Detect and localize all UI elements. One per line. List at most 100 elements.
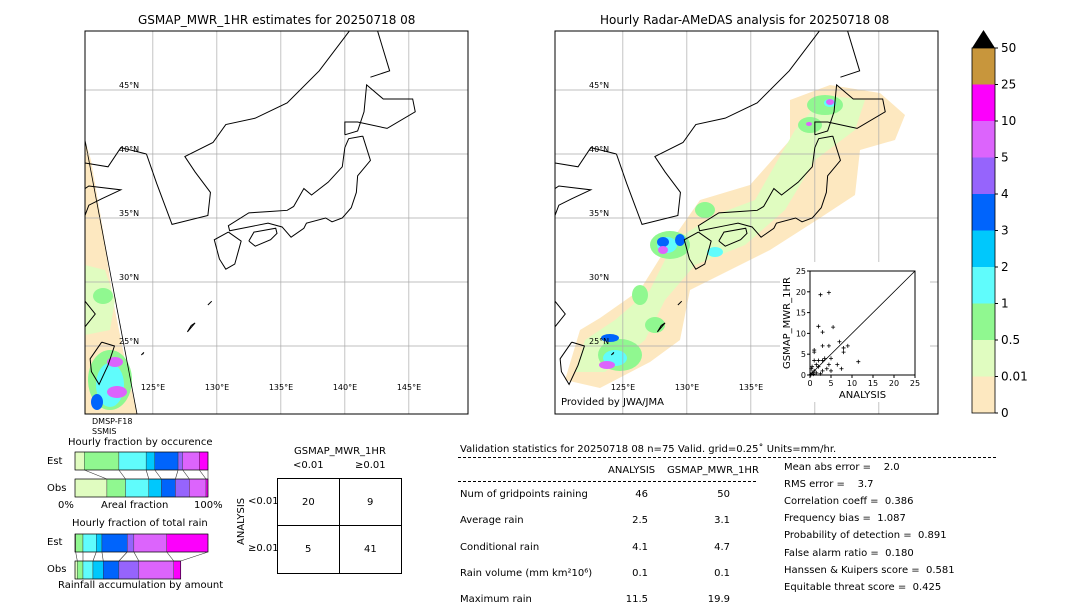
latitude-label: 35°N — [119, 209, 139, 218]
scatter-point — [826, 362, 831, 367]
longitude-label: 140°E — [333, 383, 357, 392]
scatter-xlabel: ANALYSIS — [839, 390, 886, 401]
right-map-frame — [554, 30, 939, 415]
scatter-point — [831, 325, 836, 330]
colorbar-segment — [972, 303, 995, 340]
total-rain-segment — [133, 533, 167, 553]
y-tick-label: 10 — [796, 329, 806, 338]
stats-row-gsmap: 3.1 — [714, 515, 730, 527]
coastline — [85, 185, 123, 216]
latitude-label: 30°N — [589, 273, 609, 282]
coastline — [213, 231, 242, 270]
total-rain-connector — [118, 551, 128, 562]
total-rain-xlabel: Rainfall accumulation by amount — [58, 580, 224, 591]
total-rain-segment — [173, 560, 181, 580]
occurrence-connector — [145, 469, 150, 480]
scatter-point — [809, 366, 814, 371]
scatter-point — [814, 370, 819, 375]
latitude-label: 40°N — [589, 145, 609, 154]
contingency-row-1: <0.01 — [248, 496, 279, 507]
colorbar-label: 50 — [1001, 41, 1016, 55]
data-credit: Provided by JWA/JMA — [561, 397, 664, 408]
contingency-row-axis: ANALYSIS — [236, 497, 247, 545]
coastline — [656, 322, 666, 333]
coastline — [683, 231, 712, 270]
y-tick-label: 15 — [796, 309, 806, 318]
x-tick-label: 25 — [910, 379, 920, 388]
scatter-point — [835, 362, 840, 367]
stats-col-gsmap: GSMAP_MWR_1HR — [667, 465, 759, 476]
total-rain-segment — [166, 533, 209, 553]
occurrence-segment — [182, 451, 200, 471]
scatter-point — [811, 372, 816, 377]
occurrence-segment — [106, 478, 126, 498]
occurrence-segment — [74, 451, 85, 471]
occurrence-max-label: 100% — [194, 500, 223, 511]
total-rain-bar-frame — [74, 560, 182, 580]
colorbar-label: 5 — [1001, 151, 1009, 165]
scatter-point — [810, 364, 815, 369]
contingency-col-2: ≥0.01 — [355, 460, 386, 471]
rain-intense — [826, 99, 834, 105]
latitude-label: 35°N — [589, 209, 609, 218]
total-rain-obs-label: Obs — [47, 564, 67, 575]
score-line: Correlation coeff = 0.386 — [784, 496, 914, 508]
stats-row-label: Average rain — [460, 515, 524, 527]
coastline — [677, 300, 683, 306]
rain-very-heavy — [601, 334, 619, 342]
score-line: Probability of detection = 0.891 — [784, 530, 947, 542]
cell-hit-none: 20 — [302, 497, 315, 508]
coastline — [85, 147, 147, 168]
stats-row-analysis: 0.1 — [632, 567, 648, 579]
longitude-label: 125°E — [141, 383, 165, 392]
occurrence-est-label: Est — [47, 456, 63, 467]
scatter-plot: 0 5 10 15 20 25 0 5 10 15 20 25 ANALYSIS GSMAP_MWR_1H… — [780, 262, 930, 402]
total-rain-connector — [166, 551, 174, 562]
total-rain-segment — [127, 533, 135, 553]
occurrence-connector — [182, 469, 190, 480]
total-rain-segment — [101, 533, 128, 553]
scatter-point — [820, 368, 825, 373]
longitude-label: 125°E — [611, 383, 635, 392]
occurrence-connector — [118, 469, 126, 480]
stats-row-label: Conditional rain — [460, 541, 540, 553]
occurrence-bar-frame — [74, 478, 209, 498]
occurrence-min-label: 0% — [58, 500, 74, 511]
colorbar-segment — [972, 157, 995, 194]
total-rain-segment — [74, 560, 78, 580]
total-rain-title: Hourly fraction of total rain — [72, 518, 208, 529]
total-rain-segment — [75, 533, 84, 553]
coastline — [140, 352, 145, 356]
occurrence-bar-frame — [74, 451, 209, 471]
y-tick-label: 0 — [801, 371, 806, 380]
x-tick-label: 10 — [847, 379, 857, 388]
y-tick-label: 25 — [796, 267, 806, 276]
occurrence-segment — [175, 478, 190, 498]
stats-col-analysis: ANALYSIS — [608, 465, 656, 476]
total-rain-segment — [77, 560, 84, 580]
x-tick-label: 20 — [889, 379, 899, 388]
total-rain-connector — [133, 551, 140, 562]
one-to-one-line — [809, 270, 916, 376]
colorbar-segment — [972, 340, 995, 377]
occurrence-title: Hourly fraction by occurence — [68, 437, 213, 448]
coastline — [615, 31, 821, 225]
coastline — [145, 31, 351, 225]
y-tick-label: 20 — [796, 288, 806, 297]
sensor-type: SSMIS — [92, 427, 117, 436]
occurrence-segment — [189, 478, 207, 498]
x-tick-label: 0 — [807, 379, 812, 388]
scatter-point — [845, 343, 850, 348]
scatter-point — [820, 358, 825, 363]
stats-row-gsmap: 0.1 — [714, 567, 730, 579]
rain-intense — [107, 357, 123, 367]
contingency-row-2: ≥0.01 — [248, 543, 279, 554]
total-rain-connector — [180, 551, 209, 562]
rain-heavy — [707, 247, 723, 257]
total-rain-segment — [118, 560, 140, 580]
score-line: Mean abs error = 2.0 — [784, 462, 900, 473]
occurrence-segment — [74, 478, 108, 498]
coastline — [555, 147, 617, 168]
occurrence-segment — [145, 451, 155, 471]
